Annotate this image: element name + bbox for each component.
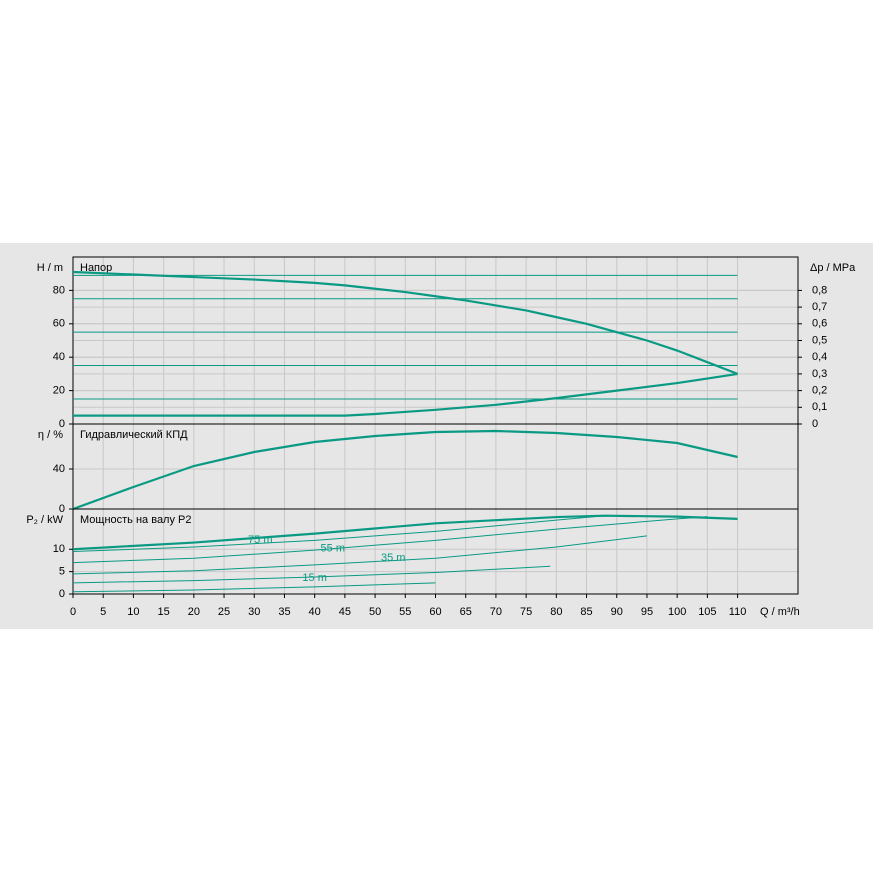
curve [72, 535, 648, 575]
curve [72, 565, 551, 584]
x-tick-label: 85 [580, 606, 592, 618]
x-tick-label: 80 [550, 606, 562, 618]
x-tick-label: 45 [339, 606, 351, 618]
x-tick-label: 10 [127, 606, 139, 618]
y2-tick-label: 0,3 [812, 368, 827, 380]
y-tick-label: 40 [53, 463, 65, 475]
x-tick-label: 15 [158, 606, 170, 618]
y-axis-label: P₂ / kW [26, 514, 63, 526]
x-tick-label: 40 [309, 606, 321, 618]
curve [72, 514, 738, 551]
y2-tick-label: 0,8 [812, 284, 827, 296]
x-tick-label: 100 [668, 606, 686, 618]
y2-tick-label: 0,6 [812, 318, 827, 330]
x-tick-label: 30 [248, 606, 260, 618]
x-tick-label: 75 [520, 606, 532, 618]
annotation: 35 m [381, 552, 405, 564]
curve [72, 516, 708, 564]
annotation: 55 m [321, 542, 345, 554]
x-tick-label: 25 [218, 606, 230, 618]
y2-tick-label: 0,2 [812, 385, 827, 397]
x-tick-label: 90 [611, 606, 623, 618]
y-tick-label: 0 [59, 588, 65, 600]
x-tick-label: 95 [641, 606, 653, 618]
y2-tick-label: 0,4 [812, 351, 827, 363]
curve [72, 582, 436, 593]
y-tick-label: 80 [53, 284, 65, 296]
panel-title: Мощность на валу P2 [80, 514, 192, 526]
y-axis-label: H / m [37, 262, 63, 274]
y-tick-label: 20 [53, 385, 65, 397]
y-tick-label: 0 [59, 503, 65, 515]
x-tick-label: 35 [278, 606, 290, 618]
panel-title: Гидравлический КПД [80, 429, 188, 441]
x-tick-label: 50 [369, 606, 381, 618]
x-tick-label: 20 [188, 606, 200, 618]
x-tick-label: 55 [399, 606, 411, 618]
x-tick-label: 0 [70, 606, 76, 618]
x-tick-label: 70 [490, 606, 502, 618]
curve [72, 429, 738, 511]
y2-tick-label: 0 [812, 418, 818, 430]
curve [72, 270, 738, 375]
y2-tick-label: 0,7 [812, 301, 827, 313]
y-tick-label: 5 [59, 566, 65, 578]
annotation: 15 m [302, 572, 326, 584]
y2-tick-label: 0,1 [812, 401, 827, 413]
annotation: 75 m [248, 534, 272, 546]
x-tick-label: 110 [729, 606, 747, 618]
y-tick-label: 0 [59, 418, 65, 430]
x-tick-label: 65 [460, 606, 472, 618]
x-tick-label: 5 [100, 606, 106, 618]
y-tick-label: 60 [53, 318, 65, 330]
y-tick-label: 10 [53, 543, 65, 555]
panel-title: Напор [80, 262, 112, 274]
y-axis-label: η / % [38, 429, 63, 441]
curve [73, 372, 738, 417]
y2-axis-label: Δp / MPa [810, 262, 856, 274]
y-tick-label: 40 [53, 351, 65, 363]
curve [72, 515, 605, 552]
y2-tick-label: 0,5 [812, 334, 827, 346]
x-tick-label: 60 [429, 606, 441, 618]
x-axis-label: Q / m³/h [760, 606, 800, 618]
x-tick-label: 105 [698, 606, 716, 618]
